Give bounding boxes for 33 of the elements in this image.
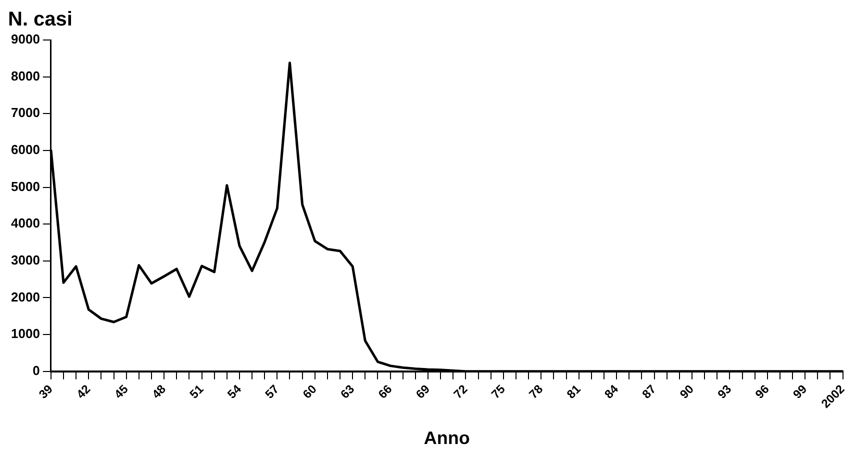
x-axis-title: Anno bbox=[424, 428, 470, 448]
x-tick-label: 57 bbox=[262, 382, 282, 402]
y-tick-label: 0 bbox=[32, 362, 40, 378]
x-tick-label: 75 bbox=[488, 382, 508, 402]
y-tick-label: 5000 bbox=[11, 178, 40, 194]
y-tick-label: 4000 bbox=[11, 216, 40, 231]
x-tick-label: 72 bbox=[450, 382, 470, 402]
x-tick-label: 39 bbox=[36, 382, 56, 402]
y-tick-label: 2000 bbox=[11, 289, 40, 304]
y-tick-label: 8000 bbox=[11, 68, 40, 84]
x-tick-label: 51 bbox=[186, 382, 206, 402]
y-tick-label: 1000 bbox=[11, 326, 40, 342]
y-tick-label: 6000 bbox=[11, 142, 40, 158]
x-tick-label: 93 bbox=[714, 382, 734, 402]
x-tick-label: 78 bbox=[526, 382, 546, 402]
x-tick-label: 87 bbox=[639, 382, 659, 402]
x-tick-label: 60 bbox=[300, 382, 320, 402]
x-tick-label: 84 bbox=[602, 382, 622, 402]
x-tick-label: 54 bbox=[224, 382, 244, 402]
x-tick-label: 81 bbox=[564, 382, 584, 402]
y-tick-label: 7000 bbox=[11, 105, 40, 120]
x-tick-label: 69 bbox=[413, 382, 433, 402]
x-tick-label: 48 bbox=[149, 382, 169, 402]
x-tick-label: 66 bbox=[375, 382, 395, 402]
x-tick-label: 90 bbox=[677, 382, 697, 402]
y-tick-label: 3000 bbox=[11, 252, 40, 268]
x-tick-label: 99 bbox=[790, 382, 810, 402]
x-tick-label: 45 bbox=[111, 382, 132, 402]
y-tick-label: 9000 bbox=[11, 32, 40, 47]
x-tick-label: 96 bbox=[752, 382, 772, 402]
y-axis-title: N. casi bbox=[8, 8, 72, 31]
x-tick-label: 42 bbox=[74, 382, 94, 402]
x-tick-label: 63 bbox=[338, 382, 358, 402]
